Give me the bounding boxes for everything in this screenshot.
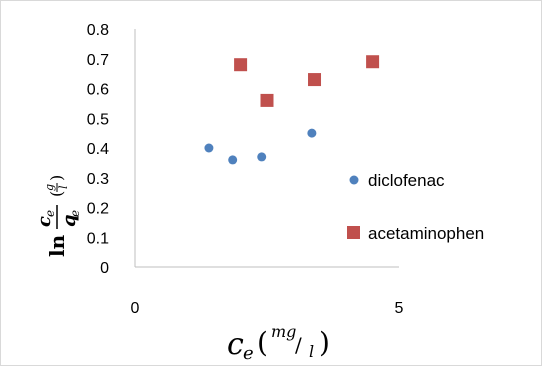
data-points [204, 55, 380, 165]
legend: diclofenac acetaminophen [347, 171, 484, 243]
x-axis-label-open-paren: ( [257, 326, 268, 359]
data-point-acetaminophen [260, 93, 274, 107]
legend-marker-diclofenac [349, 175, 359, 185]
x-axis-label-close-paren: ) [319, 326, 330, 359]
data-point-acetaminophen [308, 73, 322, 87]
x-axis-label: c e ( mg / l ) [227, 322, 330, 364]
y-tick-label: 0.3 [87, 171, 109, 188]
y-tick-label: 0.1 [87, 230, 109, 247]
y-tick-label: 0.2 [87, 201, 109, 218]
legend-marker-acetaminophen [347, 226, 360, 239]
legend-label-diclofenac: diclofenac [368, 171, 445, 190]
y-axis-label-num: c [34, 216, 55, 227]
y-tick-label: 0.4 [87, 141, 109, 158]
y-tick-label: 0.7 [87, 52, 109, 69]
y-axis-label-den: q [59, 214, 80, 227]
x-axis-label-sub: e [243, 343, 254, 364]
data-point-acetaminophen [366, 55, 380, 69]
y-axis-label-ln: ln [45, 234, 69, 257]
x-tick-label: 0 [131, 300, 140, 317]
legend-label-acetaminophen: acetaminophen [368, 224, 484, 243]
data-point-acetaminophen [234, 58, 248, 72]
y-tick-label: 0 [100, 260, 109, 277]
y-tick-label: 0.5 [87, 111, 109, 128]
x-axis-label-main: c [227, 327, 244, 362]
x-tick-label: 5 [395, 300, 404, 317]
y-tick-labels: 0 0.1 0.2 0.3 0.4 0.5 0.6 0.7 0.8 [87, 22, 109, 277]
y-axis-label-open-paren: ( [47, 191, 66, 197]
y-axis-label-den-sub: e [68, 210, 82, 217]
y-axis-label-unit-num: g [43, 184, 56, 191]
y-tick-label: 0.8 [87, 22, 109, 39]
y-axis-label-close-paren: ) [47, 175, 66, 181]
y-axis-label-unit-den: l [57, 185, 70, 189]
data-point-diclofenac [228, 155, 238, 165]
data-point-diclofenac [307, 128, 317, 138]
x-axis-label-slash: / [295, 333, 302, 357]
y-axis-label-num-sub: e [43, 210, 57, 217]
y-tick-label: 0.6 [87, 82, 109, 99]
x-axis-label-unit-den: l [309, 342, 314, 361]
y-axis-label: ln c e q e ( g l ) [34, 175, 82, 257]
data-point-diclofenac [204, 143, 214, 153]
x-axis-label-unit-num: mg [271, 322, 296, 341]
data-point-diclofenac [257, 152, 267, 162]
